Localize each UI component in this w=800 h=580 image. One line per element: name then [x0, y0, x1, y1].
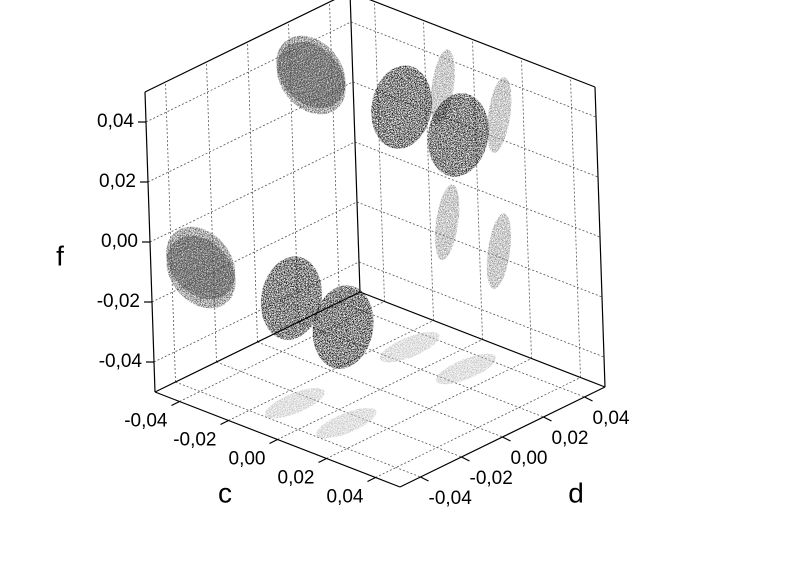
tick-mark — [584, 396, 593, 402]
y-tick-label: 0,02 — [552, 428, 589, 449]
point-cloud — [371, 65, 433, 149]
z-tick-label: 0,02 — [99, 171, 136, 192]
tick-mark — [502, 436, 511, 442]
tick-mark — [171, 400, 180, 407]
z-tick-label: -0,02 — [97, 291, 140, 312]
y-tick-label: -0,02 — [470, 468, 513, 489]
tick-mark — [461, 456, 470, 462]
tick-mark — [318, 457, 327, 464]
tick-mark — [269, 438, 278, 445]
right-wall-projection — [435, 184, 460, 260]
floor-projection — [264, 387, 325, 419]
floor-projection — [436, 353, 496, 385]
grid-line — [521, 58, 532, 359]
grid-line — [472, 39, 483, 340]
box-edge — [594, 86, 606, 388]
grid-line — [423, 20, 434, 321]
y-axis-title: d — [568, 477, 584, 508]
grid-line — [165, 81, 176, 383]
grid-line — [356, 201, 603, 298]
grid-line — [374, 1, 385, 302]
x-tick-label: 0,02 — [278, 468, 315, 489]
x-axis-title: c — [218, 477, 232, 508]
floor-projection — [379, 331, 440, 363]
box-edge — [368, 0, 596, 88]
tick-mark — [543, 416, 552, 422]
right-wall-projection — [486, 213, 512, 289]
box-edge — [359, 291, 606, 388]
z-tick-label: 0,00 — [101, 231, 138, 252]
y-tick-label: 0,00 — [511, 448, 548, 469]
z-tick-label: 0,04 — [97, 111, 134, 132]
x-tick-label: 0,00 — [229, 449, 266, 470]
right-wall-projection — [487, 77, 512, 153]
floor-projection — [316, 407, 377, 439]
box-edge — [349, 0, 361, 293]
tick-mark — [220, 419, 229, 426]
z-axis-title: f — [56, 240, 64, 271]
grid-line — [247, 41, 258, 343]
point-cloud — [427, 93, 489, 177]
x-tick-label: 0,04 — [327, 487, 364, 508]
y-tick-label: -0,04 — [429, 488, 473, 509]
x-tick-label: -0,02 — [173, 430, 216, 451]
x-tick-label: -0,04 — [124, 411, 168, 432]
grid-line — [257, 341, 503, 438]
z-tick-label: -0,04 — [99, 351, 143, 372]
grid-line — [149, 141, 356, 243]
grid-line — [326, 358, 532, 459]
left-wall-projection — [166, 235, 236, 309]
point-cloud — [260, 256, 322, 340]
point-cloud — [312, 285, 374, 369]
box-edge — [144, 0, 335, 93]
left-wall-projection — [276, 41, 346, 115]
y-tick-label: 0,04 — [593, 408, 630, 429]
tick-mark — [367, 476, 376, 483]
tick-mark — [420, 476, 429, 482]
